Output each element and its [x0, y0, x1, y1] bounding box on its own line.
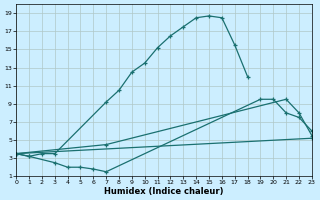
X-axis label: Humidex (Indice chaleur): Humidex (Indice chaleur) [104, 187, 224, 196]
